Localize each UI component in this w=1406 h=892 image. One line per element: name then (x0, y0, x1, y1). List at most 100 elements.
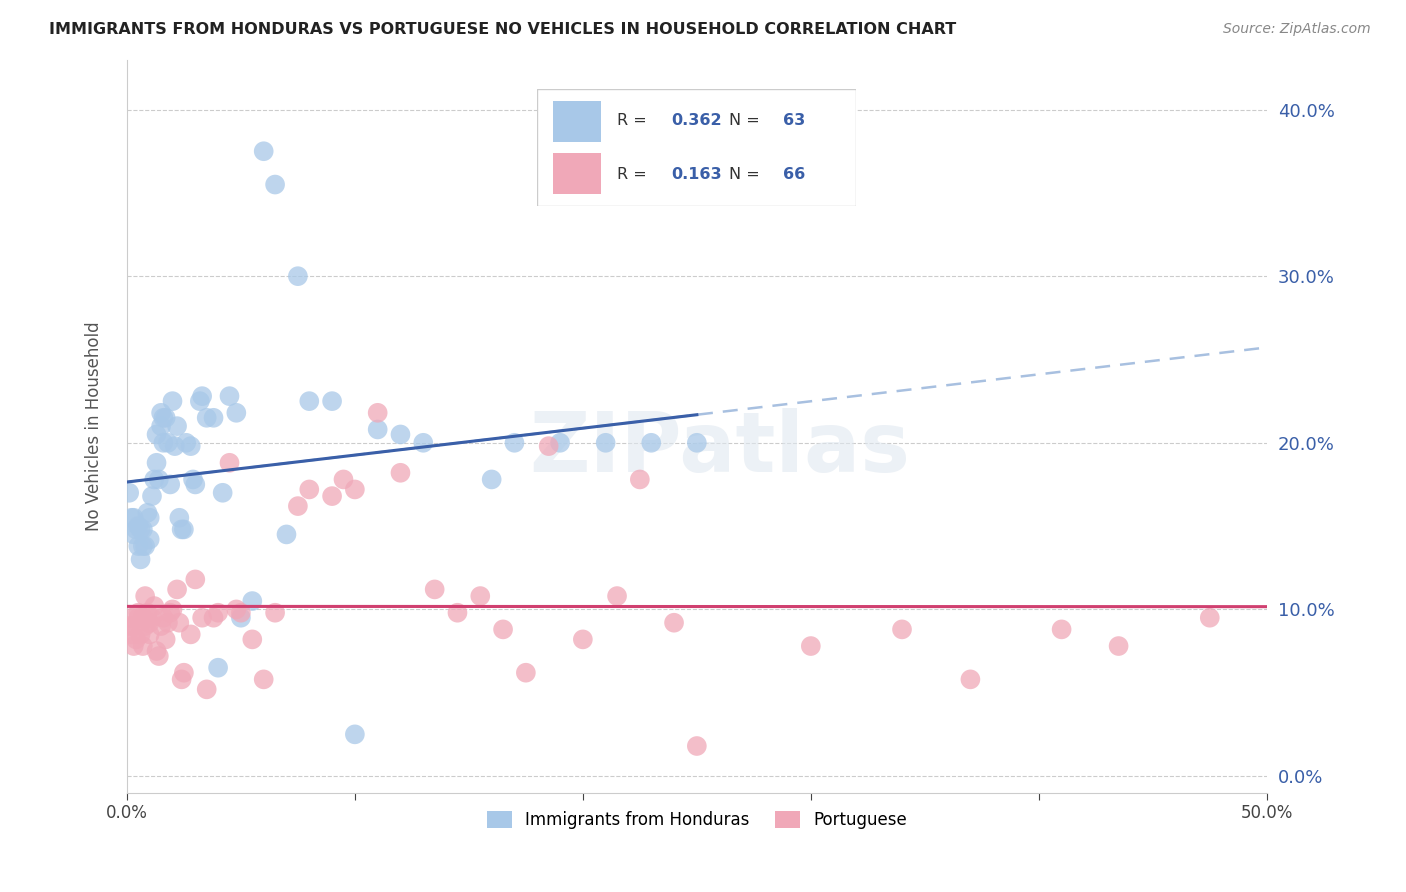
Point (148, 472, 170, 486)
Point (162, 394, 184, 409)
Point (229, 606, 252, 620)
Point (606, 589, 628, 603)
Point (287, 499, 309, 513)
Point (127, 539, 149, 553)
Point (122, 639, 145, 653)
Point (202, 611, 225, 625)
Point (321, 394, 343, 409)
Point (150, 406, 173, 420)
Point (332, 472, 354, 486)
Point (156, 615, 179, 630)
Point (170, 673, 193, 687)
Point (121, 627, 143, 641)
Point (184, 477, 207, 491)
Point (548, 435, 571, 450)
Point (129, 552, 152, 566)
Point (640, 435, 662, 450)
Point (180, 439, 202, 453)
Point (287, 269, 309, 284)
Point (141, 489, 163, 503)
Point (515, 665, 537, 680)
Point (240, 594, 263, 608)
Point (1050, 623, 1073, 637)
Point (132, 639, 155, 653)
Point (470, 589, 492, 603)
Point (276, 527, 298, 541)
Point (173, 523, 195, 537)
Text: IMMIGRANTS FROM HONDURAS VS PORTUGUESE NO VEHICLES IN HOUSEHOLD CORRELATION CHAR: IMMIGRANTS FROM HONDURAS VS PORTUGUESE N… (49, 22, 956, 37)
Point (298, 483, 321, 497)
Point (173, 665, 195, 680)
Point (207, 661, 229, 675)
Point (662, 615, 685, 630)
Point (138, 510, 160, 524)
Text: ZIPatlas: ZIPatlas (529, 408, 910, 489)
Point (446, 606, 468, 620)
Point (143, 599, 166, 613)
Point (134, 619, 156, 633)
Point (188, 394, 211, 409)
Point (150, 419, 173, 434)
Point (218, 389, 240, 403)
Point (343, 727, 366, 741)
Point (145, 427, 167, 442)
Point (389, 466, 412, 480)
Point (1108, 639, 1130, 653)
Point (155, 410, 177, 425)
Point (169, 615, 191, 630)
Point (298, 394, 321, 409)
Point (129, 523, 152, 537)
Point (138, 615, 160, 630)
Point (141, 611, 163, 625)
Point (253, 673, 276, 687)
Point (148, 648, 170, 663)
Point (162, 602, 184, 616)
Point (572, 632, 595, 647)
Point (207, 606, 229, 620)
Point (180, 627, 202, 641)
Text: Source: ZipAtlas.com: Source: ZipAtlas.com (1223, 22, 1371, 37)
Point (229, 611, 252, 625)
Point (127, 606, 149, 620)
Point (253, 145, 276, 159)
Point (202, 410, 225, 425)
Point (492, 623, 515, 637)
Point (218, 456, 240, 470)
Point (166, 582, 188, 597)
Point (225, 602, 247, 616)
Point (143, 472, 166, 486)
Point (240, 632, 263, 647)
Point (184, 573, 207, 587)
Point (134, 539, 156, 553)
Point (800, 639, 823, 653)
Point (628, 472, 651, 486)
Point (152, 410, 174, 425)
Point (121, 510, 143, 524)
Point (225, 406, 247, 420)
Point (134, 589, 156, 603)
Point (152, 611, 174, 625)
Point (169, 510, 191, 524)
Point (136, 606, 159, 620)
Point (145, 456, 167, 470)
Point (145, 644, 167, 658)
Point (264, 606, 287, 620)
Point (1198, 611, 1220, 625)
Point (129, 627, 152, 641)
Point (537, 439, 560, 453)
Point (122, 619, 145, 633)
Point (118, 619, 141, 633)
Point (481, 472, 503, 486)
Point (125, 632, 148, 647)
Point (127, 611, 149, 625)
Point (136, 506, 159, 520)
Point (155, 632, 177, 647)
Point (595, 435, 617, 450)
Point (321, 489, 343, 503)
Point (127, 519, 149, 533)
Point (132, 539, 155, 553)
Point (343, 483, 366, 497)
Point (121, 611, 143, 625)
Point (367, 422, 389, 436)
Point (503, 435, 526, 450)
